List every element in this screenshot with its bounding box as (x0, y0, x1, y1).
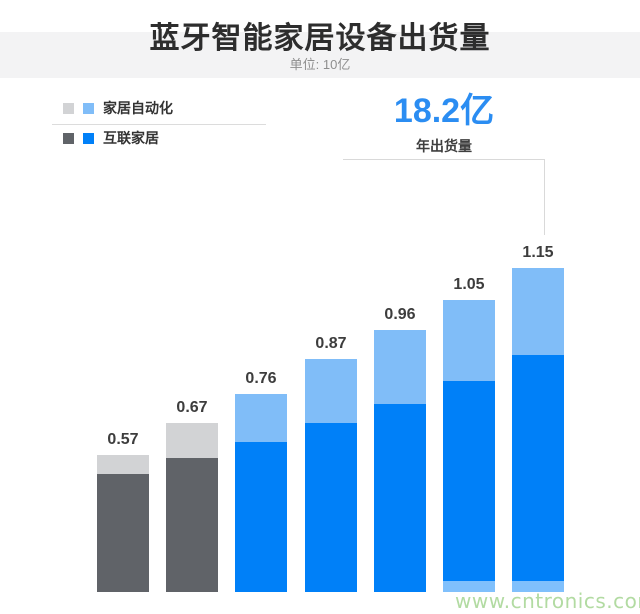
swatch-gray-dark-icon (63, 132, 74, 144)
annual-shipments-callout: 18.2亿 年出货量 (344, 94, 544, 156)
bar-value-label: 0.57 (107, 431, 139, 448)
callout-connector-horizontal (343, 159, 545, 160)
bar-2: 0.67 (166, 399, 218, 592)
bar-segment-connected (374, 404, 426, 592)
page-title: 蓝牙智能家居设备出货量 (149, 22, 491, 55)
bar-segment-connected (235, 442, 287, 592)
bar-3: 0.76 (235, 370, 287, 592)
bar-7: 1.15 (512, 244, 564, 592)
legend-item-connected: 互联家居 (63, 130, 159, 146)
bar-value-label: 0.67 (176, 399, 208, 416)
bar-segment-automation (305, 359, 357, 423)
swatch-blue-light-icon (83, 102, 94, 114)
legend-item-automation: 家居自动化 (63, 100, 173, 116)
bar-5: 0.96 (374, 306, 426, 592)
callout-caption: 年出货量 (416, 138, 472, 154)
swatch-blue-dark-icon (83, 132, 94, 144)
callout-connector-vertical (544, 159, 545, 235)
bar-segment-automation (235, 394, 287, 442)
bar-4: 0.87 (305, 335, 357, 592)
bar-value-label: 1.05 (453, 276, 485, 293)
bar-value-label: 0.96 (384, 306, 416, 323)
bar-6: 1.05 (443, 276, 495, 592)
bar-segment-connected (97, 474, 149, 592)
bar-value-label: 0.87 (315, 335, 347, 352)
bar-segment-automation (374, 330, 426, 404)
legend-label-connected: 互联家居 (103, 130, 159, 146)
bar-segment-connected (512, 355, 564, 592)
unit-subtitle: 单位: 10亿 (289, 57, 351, 72)
watermark-band: www.cntronics.com (437, 581, 640, 614)
bar-value-label: 0.76 (245, 370, 277, 387)
callout-value: 18.2亿 (393, 92, 495, 130)
swatch-gray-light-icon (63, 102, 74, 114)
bar-segment-automation (97, 455, 149, 474)
legend-divider (52, 124, 266, 125)
bar-segment-connected (443, 381, 495, 592)
bar-1: 0.57 (97, 431, 149, 592)
bar-segment-connected (305, 423, 357, 592)
bar-segment-connected (166, 458, 218, 592)
bar-segment-automation (512, 268, 564, 355)
legend-label-automation: 家居自动化 (103, 100, 173, 116)
bar-value-label: 1.15 (522, 244, 554, 261)
bar-segment-automation (443, 300, 495, 381)
watermark-text: www.cntronics.com (455, 589, 640, 613)
bar-segment-automation (166, 423, 218, 458)
header-band (0, 32, 640, 78)
